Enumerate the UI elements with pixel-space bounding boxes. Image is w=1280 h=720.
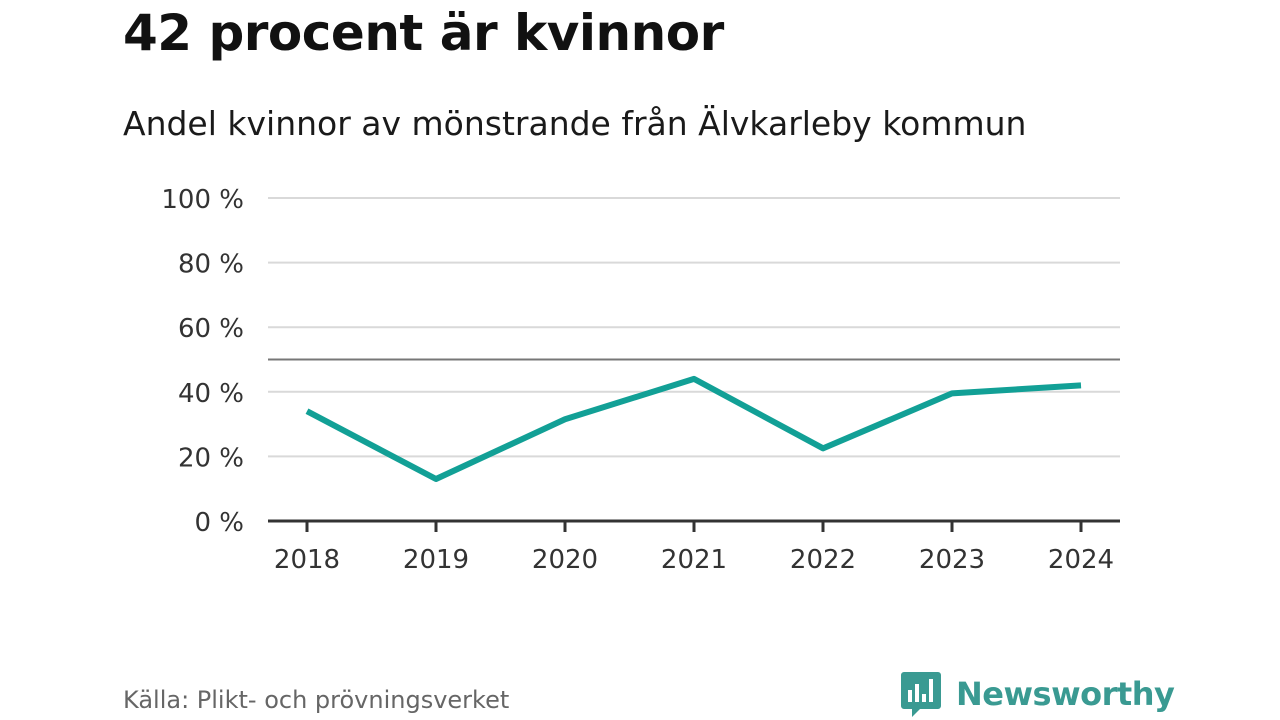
x-tick-label-2018: 2018 bbox=[274, 545, 340, 575]
x-tick-label-2021: 2021 bbox=[661, 545, 727, 575]
y-tick-label-80: 80 % bbox=[178, 250, 244, 280]
grid-lines bbox=[268, 197, 1120, 458]
y-tick-label-20: 20 % bbox=[178, 443, 244, 473]
x-axis bbox=[268, 519, 1120, 532]
y-tick-label-60: 60 % bbox=[178, 314, 244, 344]
y-axis-labels: 0 % 20 % 40 % 60 % 80 % 100 % bbox=[161, 185, 244, 538]
x-tick-label-2023: 2023 bbox=[919, 545, 985, 575]
brand-name: Newsworthy bbox=[956, 675, 1175, 713]
series-group bbox=[305, 375, 1082, 483]
x-tick-label-2022: 2022 bbox=[790, 545, 856, 575]
source-note: Källa: Plikt- och prövningsverket bbox=[123, 686, 510, 714]
x-tick-label-2019: 2019 bbox=[403, 545, 469, 575]
newsworthy-logo: Newsworthy bbox=[900, 670, 1175, 718]
series-line-0 bbox=[305, 375, 1082, 483]
x-tick-label-2024: 2024 bbox=[1048, 545, 1114, 575]
y-tick-label-40: 40 % bbox=[178, 379, 244, 409]
y-tick-label-100: 100 % bbox=[161, 185, 244, 215]
chart-title: 42 procent är kvinnor bbox=[123, 4, 724, 62]
y-tick-label-0: 0 % bbox=[194, 508, 244, 538]
x-axis-labels: 2018 2019 2020 2021 2022 2023 2024 bbox=[274, 545, 1114, 575]
chart-subtitle: Andel kvinnor av mönstrande från Älvkarl… bbox=[123, 104, 1027, 143]
bar-chart-speech-icon bbox=[901, 672, 941, 717]
x-tick-label-2020: 2020 bbox=[532, 545, 598, 575]
